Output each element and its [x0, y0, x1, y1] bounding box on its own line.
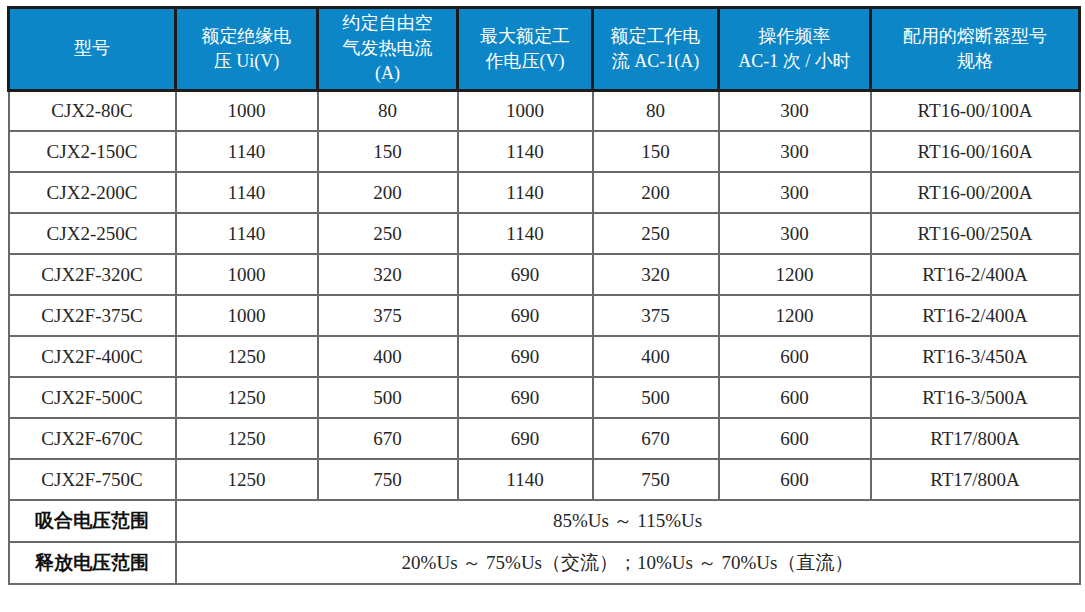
- column-header-max-working-voltage: 最大额定工 作电压(V): [458, 8, 593, 91]
- table-cell: 300: [719, 172, 871, 213]
- column-header-thermal-current: 约定自由空 气发热电流 (A): [318, 8, 458, 91]
- model-cell: CJX2F-750C: [9, 459, 176, 500]
- table-cell: 1000: [176, 254, 318, 295]
- release-voltage-label: 释放电压范围: [9, 542, 176, 584]
- table-cell: 1250: [176, 377, 318, 418]
- table-row: CJX2F-375C 1000 375 690 375 1200 RT16-2/…: [9, 295, 1080, 336]
- table-cell: 600: [719, 377, 871, 418]
- table-cell: 300: [719, 131, 871, 172]
- table-row: CJX2F-670C 1250 670 690 670 600 RT17/800…: [9, 418, 1080, 459]
- table-cell: RT16-00/250A: [871, 213, 1080, 254]
- table-cell: 300: [719, 213, 871, 254]
- table-cell: 500: [593, 377, 719, 418]
- contactor-spec-page: 型号 额定绝缘电 压 Ui(V) 约定自由空 气发热电流 (A) 最大额定工 作…: [0, 0, 1085, 612]
- table-cell: RT16-00/160A: [871, 131, 1080, 172]
- table-cell: RT16-00/100A: [871, 90, 1080, 131]
- table-cell: 1140: [176, 213, 318, 254]
- table-cell: 375: [593, 295, 719, 336]
- column-header-insulation-voltage: 额定绝缘电 压 Ui(V): [176, 8, 318, 91]
- model-cell: CJX2-250C: [9, 213, 176, 254]
- table-row: CJX2-80C 1000 80 1000 80 300 RT16-00/100…: [9, 90, 1080, 131]
- table-cell: 250: [318, 213, 458, 254]
- column-header-operating-frequency: 操作频率 AC-1 次 / 小时: [719, 8, 871, 91]
- table-cell: 1200: [719, 254, 871, 295]
- table-cell: 1140: [458, 213, 593, 254]
- table-cell: 300: [719, 90, 871, 131]
- table-cell: 1250: [176, 336, 318, 377]
- table-cell: 1000: [176, 295, 318, 336]
- table-footer: 吸合电压范围 85%Us ～ 115%Us 释放电压范围 20%Us ～ 75%…: [9, 500, 1080, 584]
- column-header-fuse-spec: 配用的熔断器型号 规格: [871, 8, 1080, 91]
- model-cell: CJX2F-500C: [9, 377, 176, 418]
- table-cell: 690: [458, 295, 593, 336]
- model-cell: CJX2-150C: [9, 131, 176, 172]
- column-header-working-current: 额定工作电 流 AC-1(A): [593, 8, 719, 91]
- table-cell: 1000: [176, 90, 318, 131]
- model-cell: CJX2F-670C: [9, 418, 176, 459]
- table-cell: 750: [593, 459, 719, 500]
- table-cell: RT16-3/450A: [871, 336, 1080, 377]
- table-cell: 150: [593, 131, 719, 172]
- model-cell: CJX2F-400C: [9, 336, 176, 377]
- table-header: 型号 额定绝缘电 压 Ui(V) 约定自由空 气发热电流 (A) 最大额定工 作…: [9, 8, 1080, 91]
- pickup-voltage-label: 吸合电压范围: [9, 500, 176, 542]
- release-voltage-row: 释放电压范围 20%Us ～ 75%Us（交流）；10%Us ～ 70%Us（直…: [9, 542, 1080, 584]
- table-cell: 690: [458, 254, 593, 295]
- table-cell: RT16-00/200A: [871, 172, 1080, 213]
- table-cell: 400: [318, 336, 458, 377]
- table-cell: 1000: [458, 90, 593, 131]
- model-cell: CJX2F-320C: [9, 254, 176, 295]
- table-cell: 690: [458, 418, 593, 459]
- table-row: CJX2F-500C 1250 500 690 500 600 RT16-3/5…: [9, 377, 1080, 418]
- pickup-voltage-row: 吸合电压范围 85%Us ～ 115%Us: [9, 500, 1080, 542]
- table-cell: 375: [318, 295, 458, 336]
- release-voltage-value: 20%Us ～ 75%Us（交流）；10%Us ～ 70%Us（直流）: [176, 542, 1080, 584]
- table-body: CJX2-80C 1000 80 1000 80 300 RT16-00/100…: [9, 90, 1080, 500]
- table-cell: 600: [719, 336, 871, 377]
- table-cell: RT16-2/400A: [871, 254, 1080, 295]
- table-row: CJX2F-750C 1250 750 1140 750 600 RT17/80…: [9, 459, 1080, 500]
- table-row: CJX2F-320C 1000 320 690 320 1200 RT16-2/…: [9, 254, 1080, 295]
- model-cell: CJX2-80C: [9, 90, 176, 131]
- table-row: CJX2-200C 1140 200 1140 200 300 RT16-00/…: [9, 172, 1080, 213]
- table-cell: 250: [593, 213, 719, 254]
- table-cell: 200: [593, 172, 719, 213]
- table-cell: 750: [318, 459, 458, 500]
- table-cell: 1140: [458, 172, 593, 213]
- table-cell: RT17/800A: [871, 418, 1080, 459]
- table-cell: 1250: [176, 459, 318, 500]
- table-cell: 400: [593, 336, 719, 377]
- table-cell: 320: [318, 254, 458, 295]
- table-row: CJX2-150C 1140 150 1140 150 300 RT16-00/…: [9, 131, 1080, 172]
- header-row: 型号 额定绝缘电 压 Ui(V) 约定自由空 气发热电流 (A) 最大额定工 作…: [9, 8, 1080, 91]
- table-row: CJX2F-400C 1250 400 690 400 600 RT16-3/4…: [9, 336, 1080, 377]
- table-cell: 1140: [458, 131, 593, 172]
- table-cell: 80: [593, 90, 719, 131]
- model-cell: CJX2-200C: [9, 172, 176, 213]
- table-cell: RT16-3/500A: [871, 377, 1080, 418]
- table-cell: RT16-2/400A: [871, 295, 1080, 336]
- table-cell: 690: [458, 336, 593, 377]
- table-cell: RT17/800A: [871, 459, 1080, 500]
- table-cell: 1140: [176, 172, 318, 213]
- table-cell: 320: [593, 254, 719, 295]
- table-cell: 670: [593, 418, 719, 459]
- table-cell: 600: [719, 418, 871, 459]
- table-cell: 1140: [458, 459, 593, 500]
- table-cell: 80: [318, 90, 458, 131]
- table-cell: 1250: [176, 418, 318, 459]
- table-cell: 600: [719, 459, 871, 500]
- pickup-voltage-value: 85%Us ～ 115%Us: [176, 500, 1080, 542]
- table-cell: 670: [318, 418, 458, 459]
- table-cell: 1200: [719, 295, 871, 336]
- table-cell: 690: [458, 377, 593, 418]
- contactor-spec-table: 型号 额定绝缘电 压 Ui(V) 约定自由空 气发热电流 (A) 最大额定工 作…: [7, 6, 1081, 585]
- column-header-model: 型号: [9, 8, 176, 91]
- table-row: CJX2-250C 1140 250 1140 250 300 RT16-00/…: [9, 213, 1080, 254]
- table-cell: 500: [318, 377, 458, 418]
- model-cell: CJX2F-375C: [9, 295, 176, 336]
- table-cell: 200: [318, 172, 458, 213]
- table-cell: 1140: [176, 131, 318, 172]
- table-cell: 150: [318, 131, 458, 172]
